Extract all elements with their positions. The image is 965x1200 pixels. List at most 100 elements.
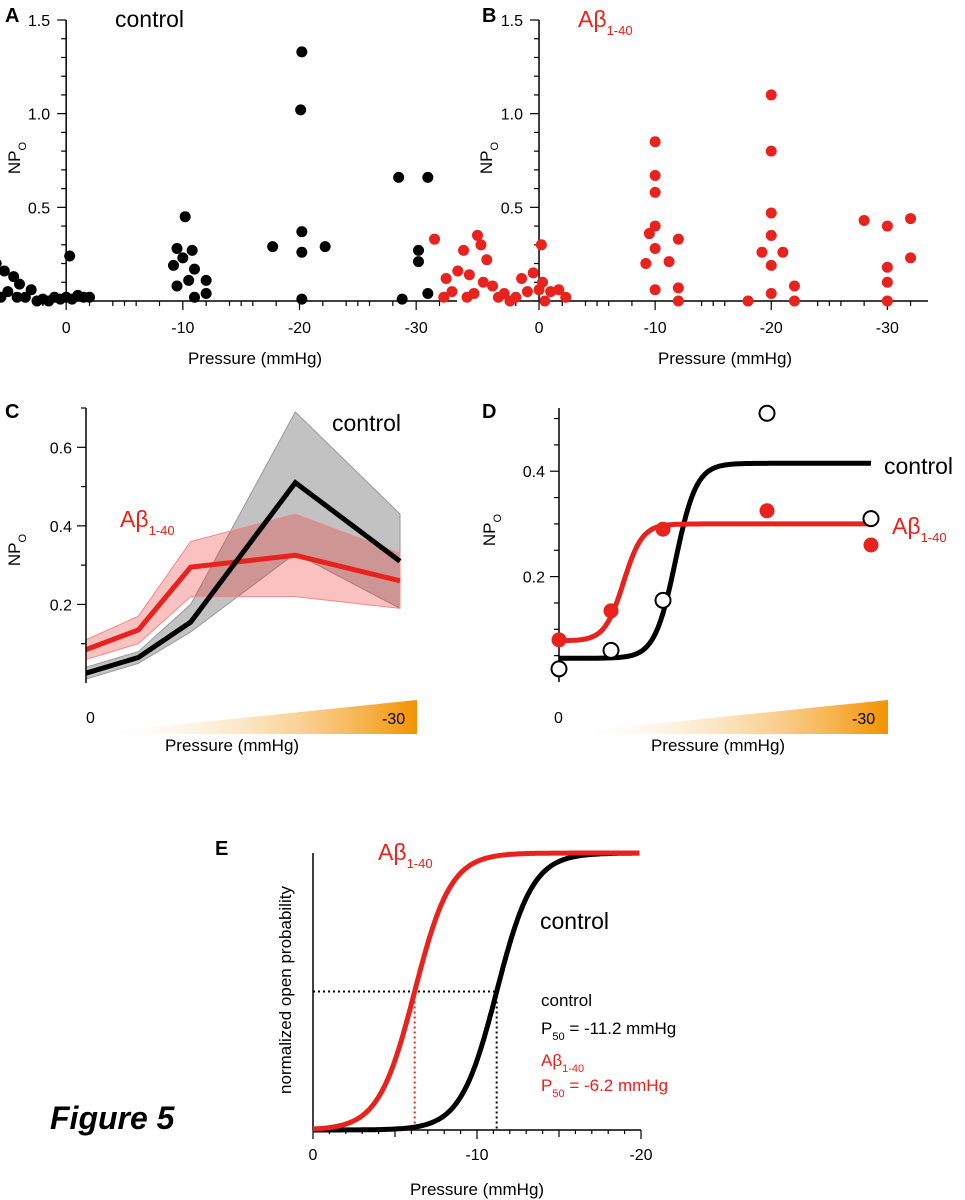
panel-a-point — [189, 291, 200, 303]
panel-b-point — [516, 273, 528, 285]
panel-b-point — [905, 252, 917, 264]
panel-d-point-abeta — [863, 537, 879, 553]
panel-a-point — [267, 241, 279, 253]
panel-a-point — [179, 211, 191, 223]
panel-e-letter: E — [215, 838, 228, 860]
panel-a-point — [186, 244, 198, 256]
panel-b-y-tick-label: 1.5 — [501, 13, 523, 30]
panel-b-point — [429, 233, 441, 245]
panel-b-point — [649, 243, 661, 255]
panel-d-fit-abeta — [558, 521, 871, 644]
panel-c-gradient-start-label: 0 — [86, 710, 95, 727]
panel-a-point — [183, 274, 195, 286]
panel-b-point — [539, 295, 551, 307]
panel-b-point — [881, 276, 893, 288]
panel-a-point — [295, 104, 307, 116]
panel-e-xlabel: Pressure (mmHg) — [410, 1180, 544, 1199]
panel-e-control-p50: P50 = -11.2 mmHg — [541, 1019, 676, 1043]
panel-e-abeta-label: Aβ1-40 — [378, 839, 433, 871]
panel-a-point — [200, 274, 212, 286]
panel-a-point — [84, 291, 95, 303]
panel-b: B 0 -10 -20 -30 0.5 1.0 1.5 Pressure (mmHg) NP… — [429, 5, 928, 368]
panel-b-point — [463, 269, 475, 281]
panel-a-point — [171, 243, 183, 255]
panel-a-point — [177, 252, 189, 264]
panel-b-point — [777, 246, 789, 258]
panel-b-x-tick-label: -10 — [644, 320, 667, 337]
panel-b-point — [504, 295, 516, 307]
panel-b-point — [765, 145, 777, 157]
panel-d-ylabel: NPO — [480, 513, 504, 546]
panel-c-lines — [85, 479, 402, 676]
panel-b-xlabel: Pressure (mmHg) — [658, 349, 792, 368]
panel-c: C 0.2 0.4 0.6 control Aβ1-40 0 -30 Pressur… — [5, 401, 417, 755]
panel-d-abeta-label: Aβ1-40 — [892, 513, 947, 545]
panel-a-point — [64, 250, 76, 262]
panel-b-point — [881, 295, 893, 307]
panel-e-x-tick-label: -20 — [629, 1147, 652, 1164]
panel-a-point — [171, 280, 183, 292]
panel-b-point — [477, 276, 489, 288]
panel-c-letter: C — [5, 401, 19, 423]
panel-a-point — [296, 226, 308, 238]
panel-c-bands — [85, 411, 401, 680]
panel-b-points — [429, 89, 917, 307]
panel-d-fits — [558, 460, 871, 661]
panel-b-y-tick-label: 0.5 — [501, 200, 523, 217]
panel-a-point — [0, 265, 10, 277]
panel-e-curve-abeta — [312, 850, 640, 1132]
panel-c-xlabel: Pressure (mmHg) — [165, 736, 299, 755]
panel-a-point — [11, 291, 23, 303]
panel-b-point — [452, 265, 464, 277]
panel-a-y-tick-label: 1.5 — [28, 13, 50, 30]
panel-c-pressure-gradient — [85, 700, 417, 734]
figure-title: Figure 5 — [50, 1100, 175, 1136]
panel-e-abeta-p50: P50 = -6.2 mmHg — [541, 1076, 668, 1100]
panel-b-y-tick-label: 1.0 — [501, 107, 523, 124]
panel-d-point-control — [862, 510, 880, 528]
panel-d-gradient-start-label: 0 — [554, 710, 563, 727]
panel-b-point — [527, 267, 539, 279]
panel-d-point-control — [654, 591, 672, 609]
panel-d-point-control — [602, 641, 620, 659]
panel-d-letter: D — [482, 401, 496, 423]
panel-b-point — [765, 229, 777, 241]
panel-a-point — [319, 241, 331, 253]
panel-a-xlabel: Pressure (mmHg) — [188, 349, 322, 368]
panel-d-pressure-gradient — [555, 700, 888, 734]
panel-b-point — [440, 273, 452, 285]
panel-b-axes: 0 -10 -20 -30 0.5 1.0 1.5 — [501, 13, 928, 337]
panel-a-x-tick-label: -30 — [405, 320, 428, 337]
panel-b-point — [765, 288, 777, 300]
panel-b-point — [471, 229, 483, 241]
panel-b-point — [545, 286, 557, 298]
panel-c-y-tick-label: 0.4 — [50, 519, 72, 536]
panel-e-x-tick-label: 0 — [309, 1147, 318, 1164]
panel-b-point — [756, 246, 768, 258]
panel-b-point — [492, 291, 504, 303]
panel-a-x-tick-label: -10 — [171, 320, 194, 337]
panel-d-point-control — [758, 404, 776, 422]
panel-c-band-abeta — [85, 513, 401, 661]
panel-c-abeta-label: Aβ1-40 — [120, 506, 175, 538]
panel-b-point — [788, 295, 800, 307]
panel-b-point — [649, 136, 661, 148]
panel-b-point — [446, 286, 458, 298]
panel-a-point — [393, 171, 405, 183]
panel-a: A 0 -10 -20 -30 0.5 1.0 1.5 Pressure (mmHg) NP… — [0, 5, 457, 368]
panel-b-point — [649, 220, 661, 232]
panel-c-axes: 0.2 0.4 0.6 — [50, 407, 87, 683]
panel-a-point — [296, 46, 308, 58]
panel-c-y-tick-label: 0.2 — [50, 597, 72, 614]
panel-a-series-label: control — [115, 6, 184, 32]
panel-b-point — [742, 295, 754, 307]
panel-e-control-annot-label: control — [541, 991, 592, 1010]
panel-b-point — [881, 261, 893, 273]
panel-c-ylabel: NPO — [5, 533, 29, 566]
panel-a-x-tick-label: -20 — [288, 320, 311, 337]
panel-a-points — [0, 46, 434, 307]
panel-b-point — [533, 284, 545, 296]
panel-b-x-tick-label: -20 — [760, 320, 783, 337]
panel-b-point — [649, 169, 661, 181]
